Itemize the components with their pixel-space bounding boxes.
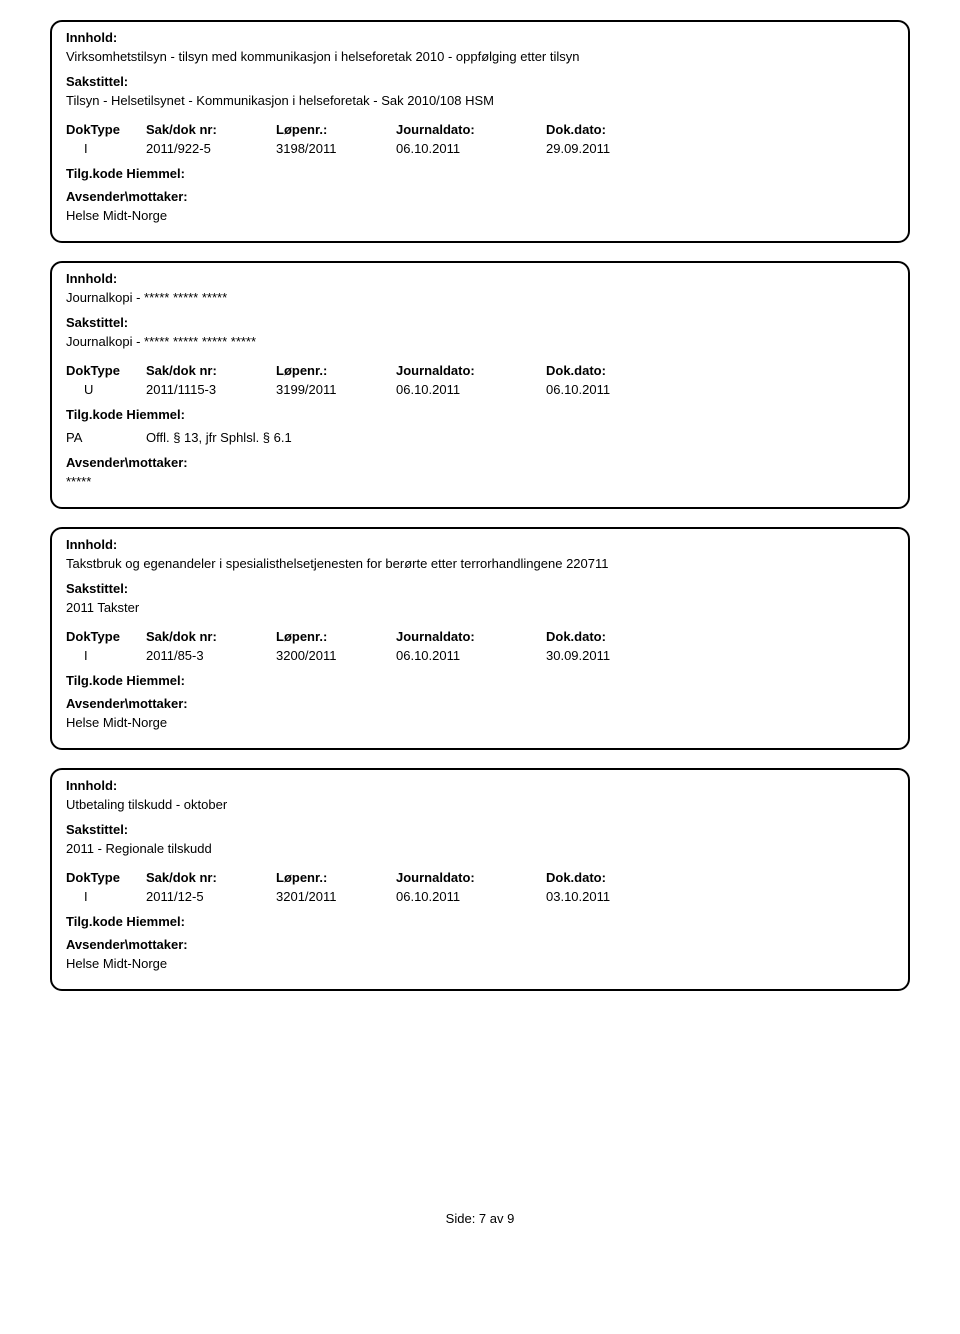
row-values: I 2011/12-5 3201/2011 06.10.2011 03.10.2… xyxy=(66,889,894,904)
saknr-header: Sak/dok nr: xyxy=(146,122,276,137)
avsender-value: ***** xyxy=(66,474,894,489)
doktype-header: DokType xyxy=(66,870,146,885)
avsender-label: Avsender\mottaker: xyxy=(66,937,894,952)
innhold-text: Journalkopi - ***** ***** ***** xyxy=(66,290,894,305)
row-headers: DokType Sak/dok nr: Løpenr.: Journaldato… xyxy=(66,122,894,137)
lopenr-header: Løpenr.: xyxy=(276,870,396,885)
avsender-value: Helse Midt-Norge xyxy=(66,956,894,971)
innhold-label: Innhold: xyxy=(66,271,894,286)
doktype-value: I xyxy=(66,648,146,663)
avsender-label: Avsender\mottaker: xyxy=(66,189,894,204)
journal-record: Innhold: Virksomhetstilsyn - tilsyn med … xyxy=(50,20,910,243)
row-values: U 2011/1115-3 3199/2011 06.10.2011 06.10… xyxy=(66,382,894,397)
journaldato-value: 06.10.2011 xyxy=(396,382,546,397)
doktype-value: I xyxy=(66,889,146,904)
journaldato-header: Journaldato: xyxy=(396,870,546,885)
saknr-value: 2011/1115-3 xyxy=(146,382,276,397)
sakstittel-text: Tilsyn - Helsetilsynet - Kommunikasjon i… xyxy=(66,93,894,108)
journaldato-value: 06.10.2011 xyxy=(396,648,546,663)
hiemmel-value: Offl. § 13, jfr Sphlsl. § 6.1 xyxy=(146,430,894,445)
row-values: I 2011/85-3 3200/2011 06.10.2011 30.09.2… xyxy=(66,648,894,663)
lopenr-header: Løpenr.: xyxy=(276,122,396,137)
journal-record: Innhold: Takstbruk og egenandeler i spes… xyxy=(50,527,910,750)
lopenr-header: Løpenr.: xyxy=(276,629,396,644)
dokdato-header: Dok.dato: xyxy=(546,122,696,137)
row-headers: DokType Sak/dok nr: Løpenr.: Journaldato… xyxy=(66,870,894,885)
sakstittel-text: Journalkopi - ***** ***** ***** ***** xyxy=(66,334,894,349)
dokdato-value: 06.10.2011 xyxy=(546,382,696,397)
hiemmel-label: Tilg.kode Hiemmel: xyxy=(66,673,894,688)
sakstittel-text: 2011 Takster xyxy=(66,600,894,615)
row-headers: DokType Sak/dok nr: Løpenr.: Journaldato… xyxy=(66,363,894,378)
hiemmel-label: Tilg.kode Hiemmel: xyxy=(66,914,894,929)
innhold-text: Virksomhetstilsyn - tilsyn med kommunika… xyxy=(66,49,894,64)
avsender-value: Helse Midt-Norge xyxy=(66,715,894,730)
page-footer: Side: 7 av 9 xyxy=(50,1211,910,1226)
doktype-value: I xyxy=(66,141,146,156)
dokdato-value: 30.09.2011 xyxy=(546,648,696,663)
hiemmel-label: Tilg.kode Hiemmel: xyxy=(66,166,894,181)
saknr-value: 2011/922-5 xyxy=(146,141,276,156)
saknr-header: Sak/dok nr: xyxy=(146,629,276,644)
avsender-label: Avsender\mottaker: xyxy=(66,455,894,470)
journaldato-value: 06.10.2011 xyxy=(396,141,546,156)
doktype-header: DokType xyxy=(66,629,146,644)
avsender-label: Avsender\mottaker: xyxy=(66,696,894,711)
sakstittel-text: 2011 - Regionale tilskudd xyxy=(66,841,894,856)
dokdato-header: Dok.dato: xyxy=(546,629,696,644)
row-headers: DokType Sak/dok nr: Løpenr.: Journaldato… xyxy=(66,629,894,644)
journal-record: Innhold: Journalkopi - ***** ***** *****… xyxy=(50,261,910,509)
dokdato-value: 29.09.2011 xyxy=(546,141,696,156)
doktype-header: DokType xyxy=(66,122,146,137)
innhold-text: Takstbruk og egenandeler i spesialisthel… xyxy=(66,556,894,571)
saknr-header: Sak/dok nr: xyxy=(146,870,276,885)
hiemmel-label: Tilg.kode Hiemmel: xyxy=(66,407,894,422)
tilgkode-value: PA xyxy=(66,430,146,445)
sakstittel-label: Sakstittel: xyxy=(66,74,894,89)
saknr-value: 2011/12-5 xyxy=(146,889,276,904)
journaldato-value: 06.10.2011 xyxy=(396,889,546,904)
lopenr-value: 3200/2011 xyxy=(276,648,396,663)
journal-record: Innhold: Utbetaling tilskudd - oktober S… xyxy=(50,768,910,991)
lopenr-value: 3199/2011 xyxy=(276,382,396,397)
sakstittel-label: Sakstittel: xyxy=(66,822,894,837)
dokdato-header: Dok.dato: xyxy=(546,870,696,885)
innhold-label: Innhold: xyxy=(66,30,894,45)
innhold-text: Utbetaling tilskudd - oktober xyxy=(66,797,894,812)
saknr-value: 2011/85-3 xyxy=(146,648,276,663)
lopenr-value: 3201/2011 xyxy=(276,889,396,904)
dokdato-value: 03.10.2011 xyxy=(546,889,696,904)
doktype-value: U xyxy=(66,382,146,397)
journaldato-header: Journaldato: xyxy=(396,363,546,378)
sakstittel-label: Sakstittel: xyxy=(66,315,894,330)
dokdato-header: Dok.dato: xyxy=(546,363,696,378)
lopenr-value: 3198/2011 xyxy=(276,141,396,156)
lopenr-header: Løpenr.: xyxy=(276,363,396,378)
avsender-value: Helse Midt-Norge xyxy=(66,208,894,223)
saknr-header: Sak/dok nr: xyxy=(146,363,276,378)
doktype-header: DokType xyxy=(66,363,146,378)
row-values: I 2011/922-5 3198/2011 06.10.2011 29.09.… xyxy=(66,141,894,156)
innhold-label: Innhold: xyxy=(66,537,894,552)
sakstittel-label: Sakstittel: xyxy=(66,581,894,596)
journaldato-header: Journaldato: xyxy=(396,122,546,137)
journaldato-header: Journaldato: xyxy=(396,629,546,644)
innhold-label: Innhold: xyxy=(66,778,894,793)
